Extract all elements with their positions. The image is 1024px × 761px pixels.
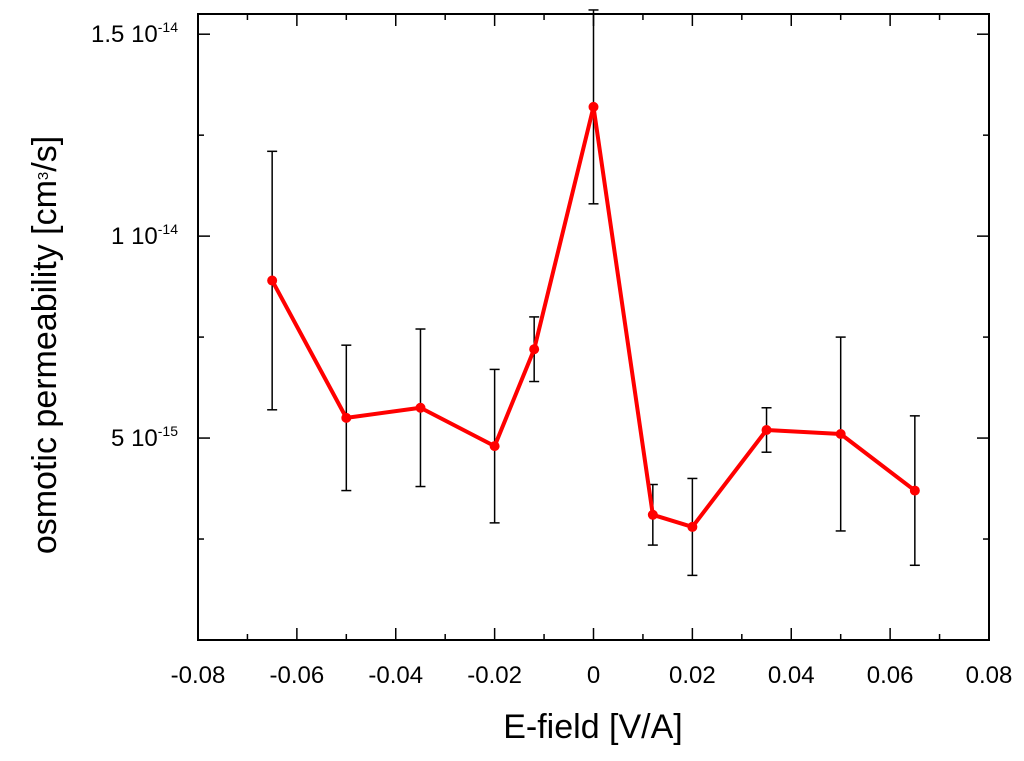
- data-series: [267, 101, 920, 532]
- x-tick-label: 0.04: [768, 662, 815, 689]
- y-tick-mantissa: 5 10: [111, 425, 158, 452]
- data-point: [415, 402, 426, 413]
- x-tick-label: -0.08: [171, 662, 226, 689]
- x-axis-title: E-field [V/A]: [503, 708, 683, 746]
- x-tick-label: 0.08: [966, 662, 1013, 689]
- y-tick-mantissa: 1 10: [111, 223, 158, 250]
- y-axis-title-sup: 3: [35, 172, 52, 180]
- ticks: [197, 14, 990, 640]
- y-axis-title: osmotic permeability [cm3/s]: [26, 136, 64, 554]
- data-point: [489, 441, 500, 452]
- error-bars: [267, 9, 920, 577]
- data-point: [761, 424, 772, 435]
- data-point: [588, 101, 599, 112]
- y-tick-label: 1.5 10-14: [91, 19, 178, 48]
- y-tick-label: 5 10-15: [111, 423, 178, 452]
- x-tick-label: 0.06: [867, 662, 914, 689]
- y-axis-title-end: /s]: [26, 136, 64, 172]
- x-tick-label: -0.02: [467, 662, 522, 689]
- data-point: [835, 429, 846, 440]
- data-point: [687, 521, 698, 532]
- x-tick-label: -0.06: [270, 662, 325, 689]
- data-point: [267, 275, 278, 286]
- y-axis-title-main: osmotic permeability [cm: [26, 180, 64, 554]
- data-point: [909, 485, 920, 496]
- x-tick-label: 0.02: [669, 662, 716, 689]
- data-point: [341, 412, 352, 423]
- data-point: [529, 344, 540, 355]
- y-tick-mantissa: 1.5 10: [91, 21, 158, 48]
- x-tick-label: 0: [587, 662, 600, 689]
- x-tick-label: -0.04: [368, 662, 423, 689]
- y-tick-exponent: -15: [158, 423, 178, 439]
- y-tick-exponent: -14: [158, 19, 178, 35]
- y-tick-exponent: -14: [158, 221, 178, 237]
- y-tick-label: 1 10-14: [111, 221, 178, 250]
- tick-labels: -0.08 -0.06 -0.04 -0.02 0 0.02 0.04 0.06 0.08 1.5…: [91, 19, 1012, 689]
- data-point: [647, 509, 658, 520]
